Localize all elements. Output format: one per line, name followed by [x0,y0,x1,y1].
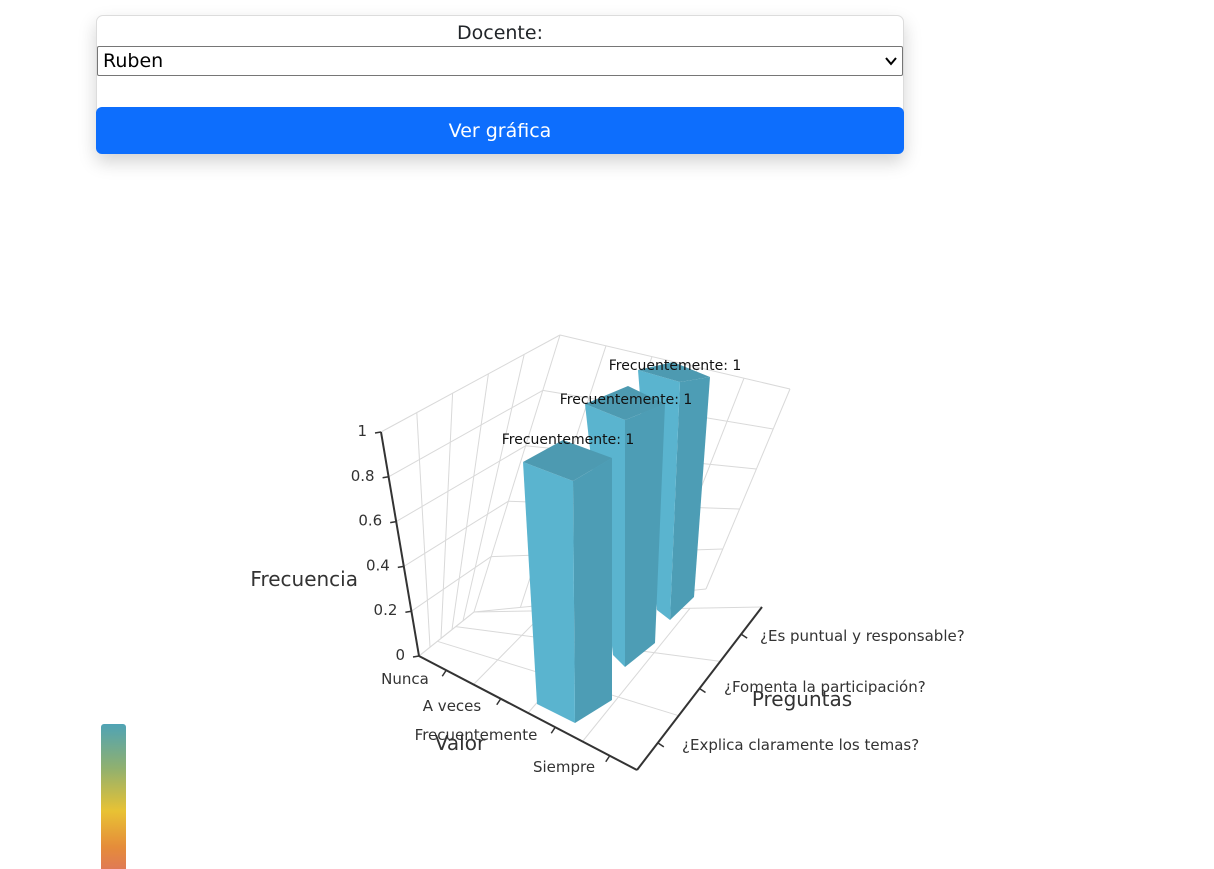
z-tick-label: 0.4 [366,556,390,574]
teacher-select[interactable]: Ruben [97,46,903,76]
z-gridline-left [403,500,509,567]
floor-gridline [418,611,475,657]
floor-gridline [582,607,691,742]
y-tick [605,755,611,763]
bar-label: Frecuentemente: 1 [560,392,693,408]
y-tick-label: Frecuentemente [415,726,538,744]
z-gridline-left [388,389,544,478]
bar-top [585,386,665,420]
y-axis-name: Valor [435,731,486,755]
back-edge [473,334,561,613]
z-tick [382,476,389,479]
z-gridline-left [380,334,561,433]
x-axis-name: Preguntas [752,687,852,711]
chevron-down-icon [885,57,897,66]
teacher-select-value: Ruben [103,50,164,72]
z-tick-label: 0.6 [358,512,382,530]
z-gridline-left [395,445,526,523]
z-tick [412,655,420,658]
x-tick-label: ¿Explica claramente los temas? [682,736,919,754]
y-gridline-wall [440,393,454,639]
bar-top [523,440,612,481]
z-tick [374,431,382,434]
view-chart-button[interactable]: Ver gráfica [96,107,904,154]
z-tick [397,565,404,569]
y-tick-label: Siempre [533,758,595,776]
y-tick [441,669,447,677]
bar-side [573,458,612,723]
y-axis-line [418,655,638,771]
y-tick [496,698,502,706]
x-tick [740,633,748,639]
y-tick [550,726,556,734]
z-axis-line [380,431,420,657]
x-tick [657,742,665,748]
bar-front [523,462,575,723]
z-tick [390,520,397,524]
y-gridline-wall [462,354,525,621]
bar-side [625,404,665,667]
y-gridline-wall [416,412,431,648]
y-tick-label: Nunca [381,670,429,688]
y-tick-label: A veces [423,697,482,715]
z-gridline-left [411,556,492,612]
z-tick [405,610,412,613]
teacher-form-card: Docente: Ruben Ver gráfica [96,15,904,154]
z-tick-label: 0.8 [351,467,375,485]
bar-top [638,362,710,382]
bar-label: Frecuentemente: 1 [502,432,635,448]
bar-side [670,377,710,620]
back-edge [705,388,791,590]
y-gridline-wall [451,373,489,630]
bar-label: Frecuentemente: 1 [609,358,742,374]
z-tick-label: 0 [395,646,405,664]
x-tick [699,687,706,694]
z-tick-label: 1 [357,422,367,440]
z-gridline-back [559,334,791,390]
teacher-label: Docente: [457,22,543,44]
visual-map-colorbar[interactable] [101,724,126,869]
z-axis-name: Frecuencia [250,567,358,591]
x-tick-label: ¿Fomenta la participación? [724,678,926,696]
x-tick-label: ¿Es puntual y responsable? [760,627,965,645]
z-tick-label: 0.2 [374,601,398,619]
